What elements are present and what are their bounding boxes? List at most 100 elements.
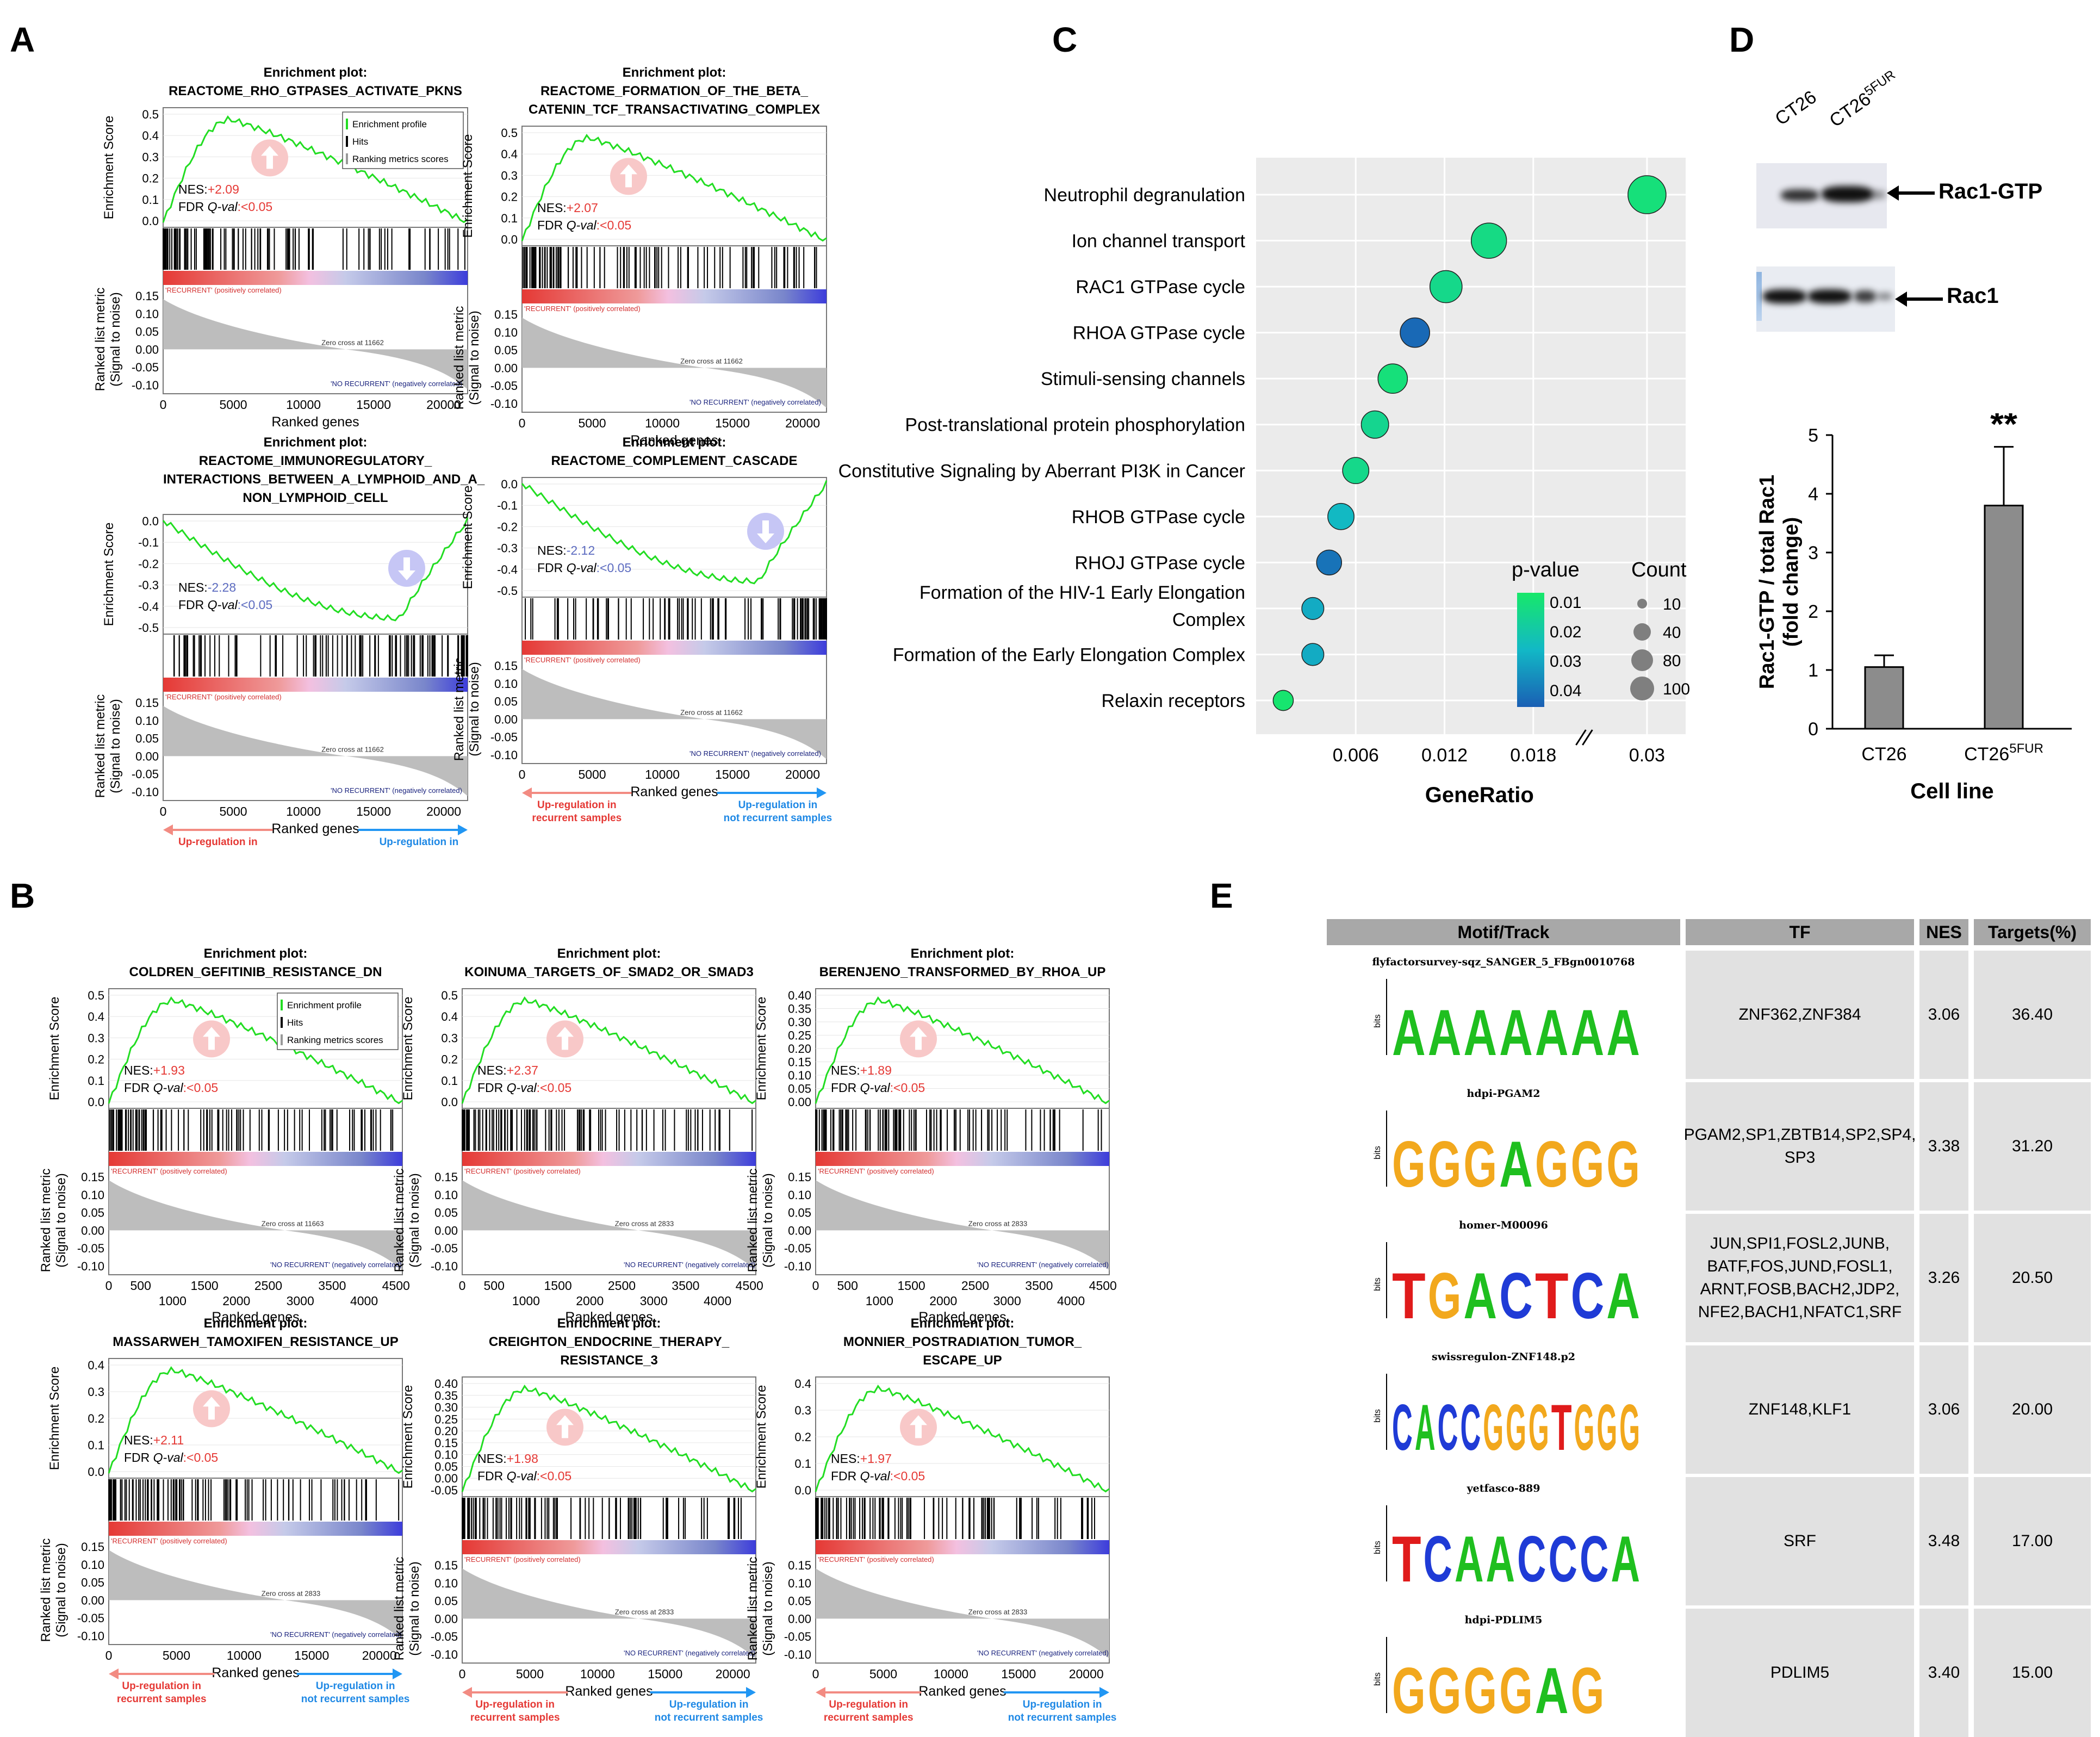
table-cell-bg [1919,1082,1968,1211]
x-tick: 10000 [645,767,680,781]
logo-letter: A [1463,1260,1497,1332]
logo-letter: G [1428,1654,1462,1727]
nes-label: NES: [124,1063,153,1077]
es-tick: 0.3 [794,1404,811,1417]
zero-cross-label: Zero cross at 2833 [262,1589,320,1597]
up-recurrent-label: recurrent samples [532,812,622,824]
fdr-text: FDR Q-val:<0.05 [178,200,272,214]
es-tick: -0.3 [138,579,159,592]
rank-tick: 0.15 [494,659,518,673]
data-point [1470,222,1507,259]
es-tick: 0.3 [441,1031,458,1045]
x-tick: 0 [105,1648,113,1662]
x-axis-label: GeneRatio [1425,783,1534,807]
fdr-label: FDR [178,598,208,612]
tf-cell: JUN,SPI1,FOSL2,JUNB, BATF,FOS,JUND,FOSL1,… [1686,1214,1914,1342]
x-tick: 20000 [716,1667,750,1681]
nes-text: NES:+1.97 [831,1451,892,1466]
plot-header: Enrichment plot: [263,435,368,450]
motif-cell: homer-M00096 bits T G A C T C A [1327,1214,1680,1342]
nes-label: NES: [178,580,208,594]
data-point [1301,643,1325,666]
rank-axis-label: (Signal to noise) [54,1173,69,1267]
recurrent-label: 'RECURRENT' (positively correlated) [464,1167,581,1175]
es-tick: 0.5 [501,126,518,140]
es-tick: 0.4 [441,1010,458,1023]
es-tick: -0.1 [497,499,518,512]
term-label: RHOA GTPase cycle [1073,323,1245,344]
es-curve-group [521,134,827,242]
up-not-recurrent-label: Up-regulation in [380,836,459,848]
tf-cell: PGAM2,SP1,ZBTB14,SP2,SP4, SP3 [1684,1082,1916,1211]
table-cell-bg [1974,1345,2091,1474]
bits-label: bits [1373,1146,1382,1159]
term-label: RAC1 GTPase cycle [1076,277,1245,297]
nes-text: NES:+2.09 [178,182,239,196]
ranking-color-bar [109,1522,402,1536]
rank-tick: 0.10 [135,307,159,321]
hits-lines [173,635,468,677]
ranking-color-bar [816,1540,1109,1554]
es-tick: -0.4 [497,563,518,576]
rank-axis-label: Ranked list metric [392,1169,407,1273]
up-not-recurrent-label: Up-regulation in [1023,1699,1102,1710]
gsea-svg: 0.400.350.300.250.200.150.100.050.00NES:… [745,988,1117,1325]
x-tick: 1000 [512,1294,540,1308]
x-axis-label: Ranked genes [271,414,359,430]
arrow-right-head [393,1668,402,1679]
legend-box [342,111,464,169]
es-axis-label: Enrichment Score [102,116,116,220]
legend-entry: Enrichment profile [287,1000,362,1010]
gene-set-title: MONNIER_POSTRADIATION_TUMOR_ [843,1335,1082,1349]
no-recurrent-label: 'NO RECURRENT' (negatively correlated) [977,1261,1109,1269]
tf-name: NFE2,BACH1,NFATC1,SRF [1698,1303,1902,1321]
x-tick: 15000 [356,804,391,818]
y-tick-label: 2 [1808,601,1818,622]
x-tick: 0 [459,1279,466,1293]
es-tick: 0.5 [441,989,458,1002]
nes-cell: 3.06 [1928,1006,1960,1023]
enrichment-curve [108,1366,403,1474]
legend-tick: 0.04 [1550,682,1581,700]
fdr-text: FDR Q-val:<0.05 [831,1081,925,1095]
es-tick: 0.35 [788,1002,811,1016]
es-tick: 0.5 [142,108,159,121]
fdr-text: FDR Q-val:<0.05 [477,1081,571,1095]
fdr-text: FDR Q-val:<0.05 [124,1081,218,1095]
fdr-label: FDR [477,1469,507,1483]
arrow-glyph [757,520,774,543]
tf-name: SP3 [1784,1149,1816,1167]
band-label-rac1: Rac1 [1947,284,1999,308]
nes-cell: 3.38 [1928,1137,1960,1155]
no-recurrent-label: 'NO RECURRENT' (negatively correlated) [977,1649,1109,1657]
gsea-plot: Enrichment plot: REACTOME_IMMUNOREGULATOR… [87,435,500,848]
rank-metric-area [816,1568,1109,1659]
term-label: Stimuli-sensing channels [1041,369,1245,389]
rank-tick: -0.10 [77,1629,104,1643]
rank-axis-label: (Signal to noise) [54,1543,69,1637]
rank-metric-area [816,1180,1109,1270]
rank-tick: 0.15 [434,1170,458,1184]
es-tick: 0.4 [142,129,159,142]
rank-tick: -0.05 [431,1242,458,1255]
logo-letter: G [1571,1128,1605,1201]
targets-cell: 17.00 [2011,1532,2053,1550]
x-tick-label: 0.006 [1333,745,1379,766]
logo-letter: G [1463,1128,1497,1201]
gsea-plot: Enrichment plot: REACTOME_COMPLEMENT_CASC… [446,435,859,848]
term-label: Neutrophil degranulation [1044,185,1245,206]
table-header-cell: TF [1686,919,1914,945]
data-point [1272,690,1294,711]
fdr-label: FDR [124,1081,153,1095]
x-tick: 10000 [286,398,321,412]
x-axis-label: Ranked genes [271,821,359,836]
zero-cross-label: Zero cross at 11662 [680,357,743,365]
plot-header: Enrichment plot: [203,1316,308,1331]
bits-label: bits [1373,1541,1382,1554]
arrow-glyph [261,146,278,169]
rank-tick: -0.05 [490,379,518,393]
fdr-text: FDR Q-val:<0.05 [537,218,631,232]
fdr-label: FDR [178,200,208,214]
es-tick: 0.0 [441,1095,458,1109]
